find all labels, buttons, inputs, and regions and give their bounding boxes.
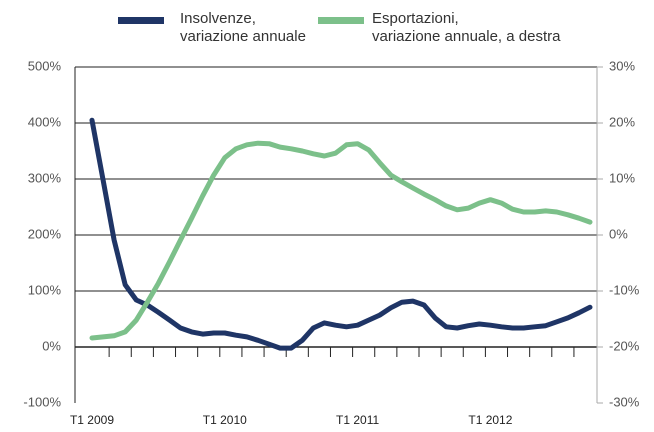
y2-tick-label: 10% (609, 170, 635, 185)
y2-tick-label: -20% (609, 338, 640, 353)
x-tick-label: T1 2012 (468, 413, 512, 427)
x-tick-label: T1 2009 (70, 413, 114, 427)
y2-tick-label: 30% (609, 58, 635, 73)
y-tick-label: -100% (23, 394, 61, 409)
legend-label: Esportazioni, variazione annuale, a dest… (372, 10, 561, 45)
legend-label: Insolvenze, variazione annuale (180, 10, 306, 45)
x-tick-label: T1 2010 (203, 413, 247, 427)
x-tick-label: T1 2011 (336, 413, 379, 427)
y-tick-label: 100% (28, 282, 62, 297)
y-tick-label: 0% (42, 338, 61, 353)
y-tick-label: 400% (28, 114, 62, 129)
y-tick-label: 200% (28, 226, 62, 241)
series-line (89, 117, 593, 351)
legend-swatch (318, 17, 364, 24)
series-line (89, 140, 593, 341)
y-tick-label: 500% (28, 58, 62, 73)
y2-tick-label: -10% (609, 282, 640, 297)
legend-swatch (118, 17, 164, 24)
y2-tick-label: 20% (609, 114, 635, 129)
y-tick-label: 300% (28, 170, 62, 185)
y2-tick-label: 0% (609, 226, 628, 241)
y2-tick-label: -30% (609, 394, 640, 409)
